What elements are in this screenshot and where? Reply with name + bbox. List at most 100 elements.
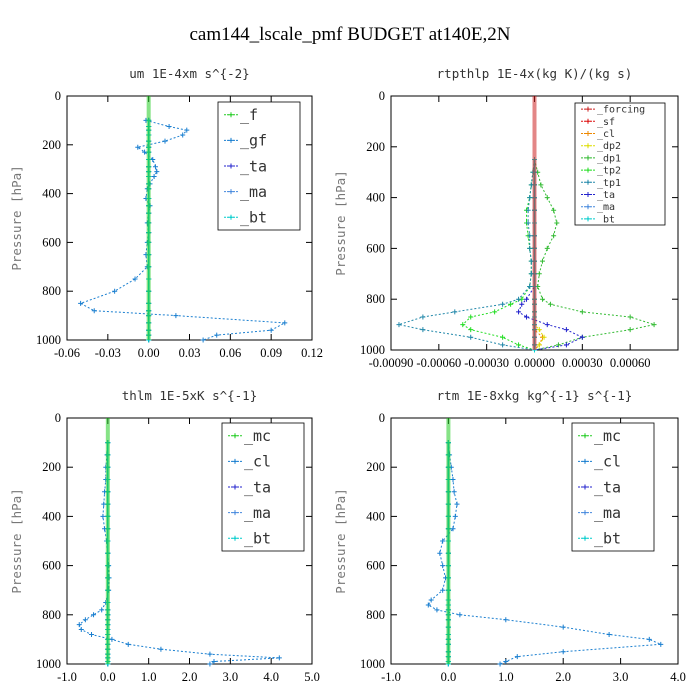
series-point-gf bbox=[154, 169, 160, 175]
legend-marker bbox=[232, 433, 238, 439]
legend-label: _ma bbox=[240, 183, 267, 201]
x-tick-label: -1.0 bbox=[57, 670, 77, 684]
legend-marker bbox=[585, 118, 591, 124]
y-tick-label: 200 bbox=[42, 138, 61, 152]
series-point-tp1 bbox=[500, 301, 506, 307]
series-point-cl bbox=[560, 624, 566, 630]
series-point-gf bbox=[112, 288, 118, 294]
series-point-cl bbox=[503, 659, 509, 665]
y-tick-label: 400 bbox=[366, 191, 385, 205]
series-point-cl bbox=[82, 617, 88, 623]
series-point-tp1 bbox=[452, 309, 458, 315]
y-tick-label: 600 bbox=[42, 235, 61, 249]
y-tick-label: 1000 bbox=[360, 657, 385, 671]
series-point-cl bbox=[503, 617, 509, 623]
series-point-cl bbox=[457, 612, 463, 618]
legend-marker bbox=[582, 484, 588, 490]
legend-marker bbox=[228, 137, 234, 143]
x-tick-label: 3.0 bbox=[613, 670, 629, 684]
y-tick-label: 1000 bbox=[36, 657, 61, 671]
x-tick-label: 5.0 bbox=[304, 670, 320, 684]
series-point-gf bbox=[214, 332, 220, 338]
legend-label: _cl bbox=[244, 453, 271, 471]
series-point-tp1 bbox=[527, 195, 533, 201]
series-point-tp1 bbox=[525, 207, 531, 213]
legend-marker bbox=[585, 155, 591, 161]
series-point-dp1 bbox=[538, 182, 544, 188]
zero-band bbox=[446, 418, 451, 664]
y-axis-label: Pressure [hPa] bbox=[9, 165, 24, 270]
series-point-dp2 bbox=[536, 327, 542, 333]
y-tick-label: 0 bbox=[55, 89, 61, 103]
series-point-cl bbox=[100, 513, 106, 519]
series-point-tp2 bbox=[508, 301, 514, 307]
y-tick-label: 600 bbox=[366, 559, 385, 573]
series-point-dp1 bbox=[547, 301, 553, 307]
legend-marker bbox=[582, 433, 588, 439]
series-point-ta bbox=[519, 301, 525, 307]
series-point-dp1 bbox=[651, 322, 657, 328]
x-tick-label: 2.0 bbox=[182, 670, 198, 684]
x-tick-label: -0.06 bbox=[54, 346, 80, 360]
y-tick-label: 400 bbox=[42, 187, 61, 201]
series-point-tp2 bbox=[500, 334, 506, 340]
legend-label: _ta bbox=[244, 478, 271, 496]
x-tick-label: 2.0 bbox=[555, 670, 571, 684]
series-point-tp1 bbox=[527, 284, 533, 289]
x-tick-label: 3.0 bbox=[223, 670, 239, 684]
y-tick-label: 0 bbox=[379, 411, 385, 425]
x-tick-label: 0.0 bbox=[100, 670, 116, 684]
series-point-gf bbox=[268, 327, 274, 333]
legend-marker bbox=[232, 458, 238, 464]
series-line-tp1 bbox=[397, 159, 535, 351]
series-point-dp1 bbox=[536, 271, 542, 277]
plot-frame bbox=[390, 417, 679, 665]
x-tick-label: -0.00060 bbox=[416, 356, 461, 370]
x-tick-label: -0.00090 bbox=[369, 356, 414, 370]
series-point-gf bbox=[282, 320, 288, 326]
y-tick-label: 200 bbox=[366, 140, 385, 154]
series-point-dp1 bbox=[544, 195, 550, 201]
y-axis-label: Pressure [hPa] bbox=[333, 170, 348, 275]
panel-title: rtpthlp 1E-4x(kg K)/(kg s) bbox=[437, 66, 633, 81]
series-point-gf bbox=[200, 337, 206, 343]
x-tick-label: -1.0 bbox=[381, 670, 401, 684]
legend-label: _bt bbox=[244, 529, 271, 547]
series-point-ta bbox=[579, 334, 585, 340]
series-point-cl bbox=[440, 587, 446, 593]
series-point-tp1 bbox=[500, 342, 506, 348]
legend-marker bbox=[582, 535, 588, 541]
x-tick-label: 0.0 bbox=[441, 670, 457, 684]
legend-label: _bt bbox=[597, 214, 615, 225]
x-tick-label: 0.00060 bbox=[610, 356, 651, 370]
y-tick-label: 800 bbox=[366, 292, 385, 306]
series-point-tp1 bbox=[527, 245, 533, 251]
x-tick-label: 0.00000 bbox=[514, 356, 555, 370]
legend: _mc _cl _ta _ma _bt bbox=[571, 422, 655, 552]
series-point-tp1 bbox=[396, 322, 402, 328]
y-tick-label: 800 bbox=[366, 608, 385, 622]
y-tick-label: 400 bbox=[42, 509, 61, 523]
series-point-cl bbox=[437, 550, 443, 556]
series-point-tp1 bbox=[420, 327, 426, 333]
series-point-cl bbox=[514, 654, 520, 660]
series-point-cl bbox=[207, 661, 213, 667]
series-point-ta bbox=[544, 322, 550, 328]
panel-title: rtm 1E-8xkg kg^{-1} s^{-1} bbox=[437, 388, 633, 403]
legend-marker bbox=[228, 214, 234, 220]
series-point-cl bbox=[99, 607, 105, 613]
series-point-cl bbox=[560, 649, 566, 655]
series-point-dp1 bbox=[554, 220, 560, 226]
legend-label: _bt bbox=[594, 529, 621, 547]
series-point-dp2 bbox=[541, 334, 547, 340]
series-point-gf bbox=[162, 138, 168, 144]
legend-label: _ta bbox=[240, 157, 267, 175]
series-point-gf bbox=[151, 174, 157, 180]
chart-panel-3: thlm 1E-5xK s^{-1} Pressure [hPa] 0 200 400 6… bbox=[9, 388, 320, 684]
series-point-tp1 bbox=[468, 334, 474, 340]
y-tick-label: 400 bbox=[366, 509, 385, 523]
series-point-cl bbox=[440, 538, 446, 544]
series-point-cl bbox=[428, 597, 434, 603]
series-point-tp2 bbox=[516, 342, 522, 348]
